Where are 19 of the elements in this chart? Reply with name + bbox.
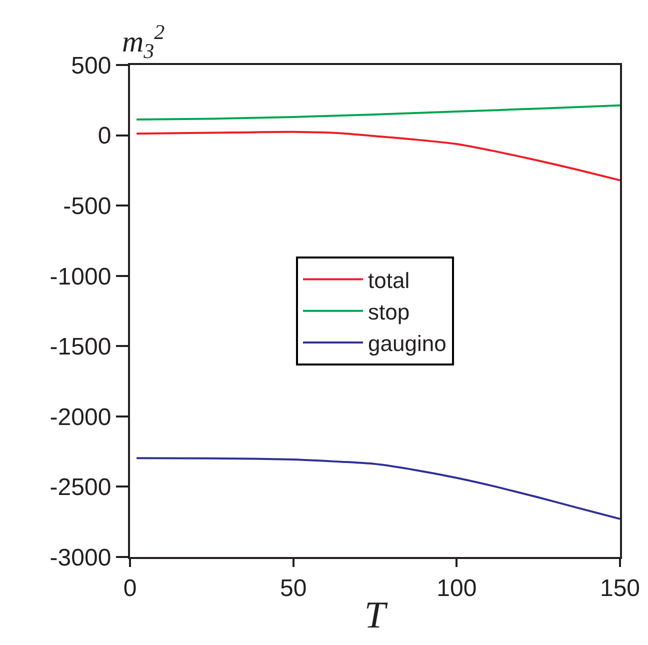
x-axis-title: T: [364, 594, 388, 636]
y-tick-label: 500: [71, 52, 112, 80]
y-tick-label: -3000: [50, 544, 112, 572]
x-tick-label: 0: [123, 574, 137, 602]
legend-label: stop: [368, 299, 410, 324]
x-tick-label: 100: [436, 574, 477, 602]
line-series: [136, 130, 620, 182]
y-tick-label: -500: [63, 192, 112, 220]
line-series: [136, 457, 620, 520]
y-tick-label: -1000: [50, 263, 112, 290]
legend-label: total: [368, 268, 410, 293]
x-tick-label: 150: [600, 574, 640, 602]
legend-label: gaugino: [368, 331, 446, 356]
y-tick-label: -1500: [50, 334, 112, 361]
x-tick-label: 50: [280, 574, 307, 602]
line-series: [136, 104, 620, 121]
y-tick-label: -2500: [50, 474, 112, 502]
y-tick-label: 0: [98, 122, 112, 150]
y-tick-label: -2000: [50, 404, 112, 431]
